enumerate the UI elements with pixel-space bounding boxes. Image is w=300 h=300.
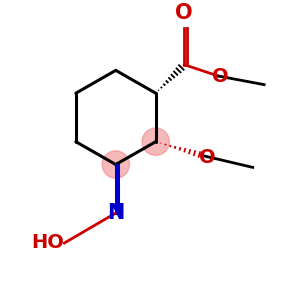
Text: N: N — [107, 203, 124, 223]
Text: O: O — [176, 3, 193, 23]
Text: HO: HO — [32, 233, 64, 253]
Circle shape — [142, 128, 170, 155]
Text: O: O — [199, 148, 215, 167]
Circle shape — [102, 151, 130, 178]
Text: O: O — [212, 67, 228, 85]
